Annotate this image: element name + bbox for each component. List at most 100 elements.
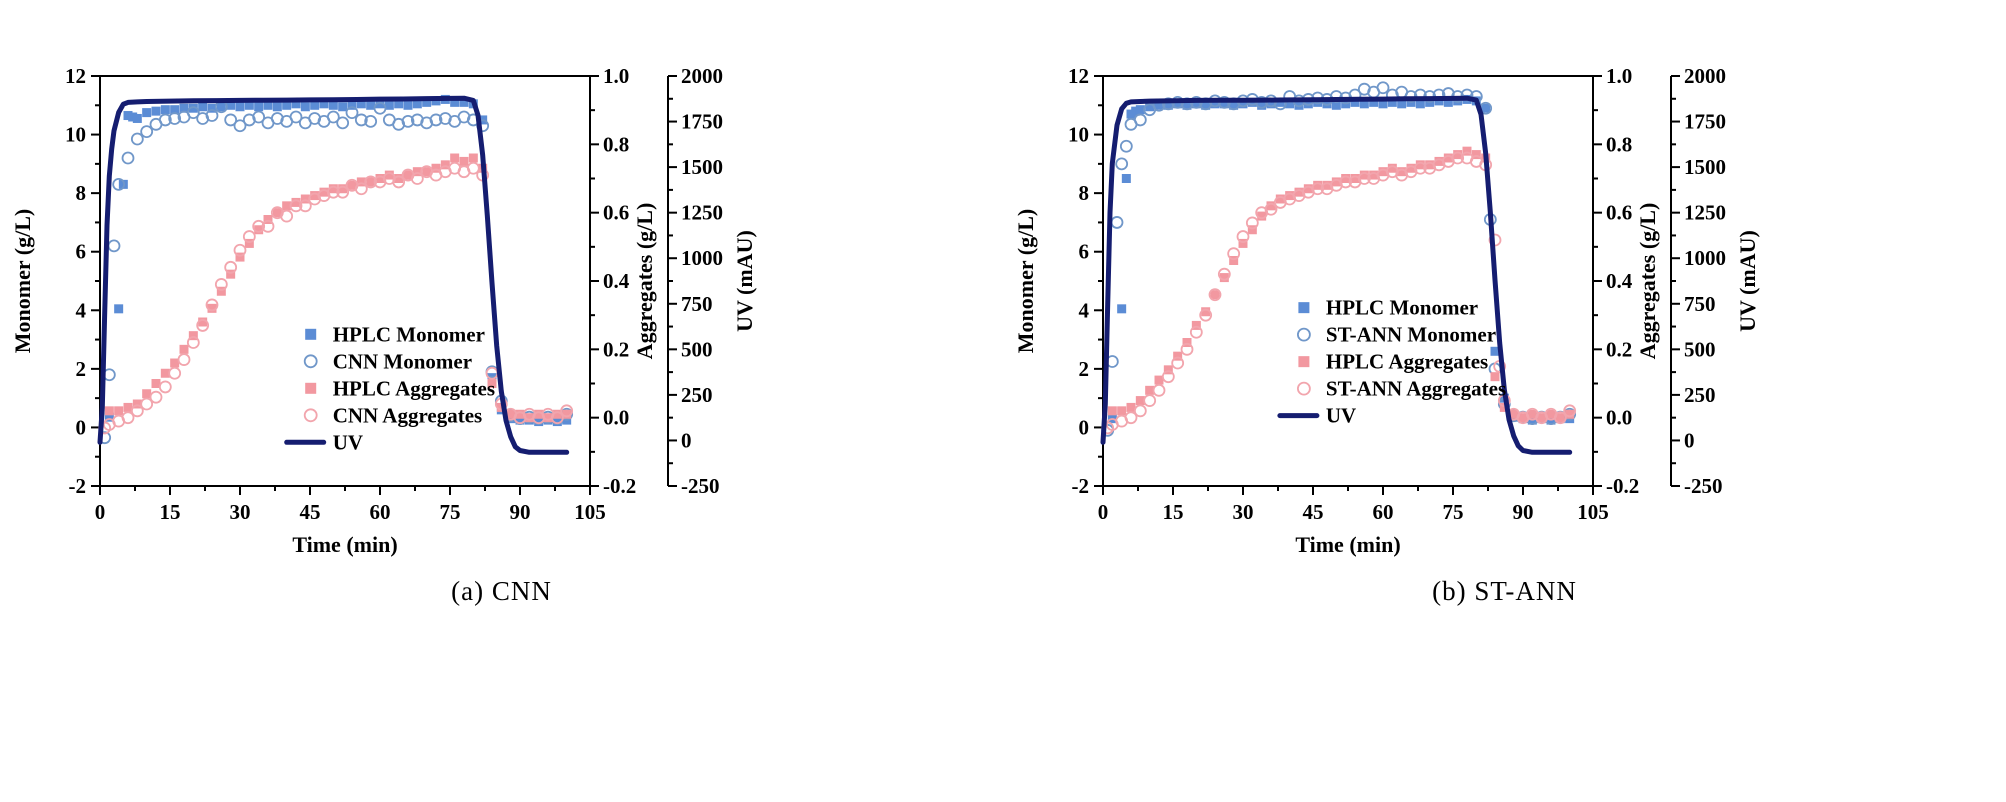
- svg-text:HPLC Monomer: HPLC Monomer: [333, 322, 485, 346]
- svg-text:12: 12: [65, 64, 86, 88]
- chart-svg: 0 15 30 45 60 75 90 105 -2 0 2 4 6 8 10 12 -0.2 0.0 0.2 0.4…: [1013, 64, 1760, 557]
- svg-text:2: 2: [76, 357, 87, 381]
- figure: 0 15 30 45 60 75 90 105 -2 0 2 4 6 8 10 12 -0.2 0.0 0.2 0.4…: [0, 4, 2006, 607]
- svg-text:1500: 1500: [1684, 155, 1726, 179]
- svg-text:CNN Aggregates: CNN Aggregates: [333, 403, 483, 427]
- axes-frame: [1102, 75, 1672, 487]
- chart-b-plot: 0 15 30 45 60 75 90 105 -2 0 2 4 6 8 10 12 -0.2 0.0 0.2 0.4…: [1003, 4, 2006, 562]
- svg-text:0: 0: [1098, 500, 1109, 524]
- axis-ticks: [1094, 75, 1680, 495]
- svg-text:75: 75: [440, 500, 461, 524]
- svg-text:Time (min): Time (min): [1295, 532, 1400, 557]
- legend-item: UV: [1277, 404, 1356, 428]
- svg-text:0.0: 0.0: [603, 406, 629, 430]
- chart-b-caption: (b) ST-ANN: [1432, 576, 1577, 606]
- svg-text:500: 500: [1684, 337, 1716, 361]
- svg-text:2000: 2000: [1684, 64, 1726, 88]
- svg-text:6: 6: [76, 240, 87, 264]
- svg-text:1.0: 1.0: [603, 64, 629, 88]
- svg-text:45: 45: [300, 500, 321, 524]
- svg-text:15: 15: [1163, 500, 1184, 524]
- svg-text:ST-ANN Monomer: ST-ANN Monomer: [1326, 323, 1496, 347]
- svg-text:Monomer (g/L): Monomer (g/L): [1013, 209, 1038, 353]
- svg-text:8: 8: [1079, 181, 1090, 205]
- axis-ticks: [91, 75, 677, 495]
- svg-text:2: 2: [1079, 357, 1090, 381]
- svg-text:-250: -250: [681, 474, 720, 498]
- svg-text:750: 750: [1684, 292, 1716, 316]
- svg-text:1000: 1000: [681, 246, 723, 270]
- svg-text:15: 15: [160, 500, 181, 524]
- svg-text:1000: 1000: [1684, 246, 1726, 270]
- legend: HPLC Monomer CNN Monomer HPLC Aggregates CN…: [284, 322, 495, 454]
- svg-text:60: 60: [370, 500, 391, 524]
- svg-text:12: 12: [1068, 64, 1089, 88]
- series-cnn-monomer: [98, 100, 574, 445]
- svg-text:0.8: 0.8: [603, 132, 629, 156]
- legend-item: HPLC Aggregates: [305, 376, 495, 400]
- legend-item: CNN Monomer: [303, 349, 472, 373]
- svg-text:1750: 1750: [1684, 110, 1726, 134]
- svg-text:0: 0: [1684, 428, 1695, 452]
- legend-item: UV: [284, 430, 363, 454]
- svg-text:0: 0: [76, 415, 87, 439]
- svg-text:Time (min): Time (min): [292, 532, 397, 557]
- chart-panel-b: 0 15 30 45 60 75 90 105 -2 0 2 4 6 8 10 12 -0.2 0.0 0.2 0.4…: [1003, 4, 2006, 607]
- svg-text:250: 250: [1684, 383, 1716, 407]
- svg-text:2000: 2000: [681, 64, 723, 88]
- svg-text:Aggregates (g/L): Aggregates (g/L): [632, 203, 657, 360]
- svg-text:0.2: 0.2: [1606, 337, 1632, 361]
- svg-text:-0.2: -0.2: [1606, 474, 1639, 498]
- svg-text:0.6: 0.6: [603, 201, 629, 225]
- svg-text:UV: UV: [333, 430, 363, 454]
- svg-text:60: 60: [1373, 500, 1394, 524]
- svg-text:105: 105: [574, 500, 606, 524]
- svg-text:-2: -2: [69, 474, 87, 498]
- legend-item: HPLC Aggregates: [1298, 350, 1488, 374]
- svg-text:UV (mAU): UV (mAU): [732, 230, 757, 332]
- svg-text:0: 0: [681, 428, 692, 452]
- svg-text:30: 30: [1233, 500, 1254, 524]
- svg-text:0.4: 0.4: [603, 269, 630, 293]
- svg-text:UV (mAU): UV (mAU): [1735, 230, 1760, 332]
- svg-text:Aggregates (g/L): Aggregates (g/L): [1635, 203, 1660, 360]
- series-uv: [97, 95, 570, 455]
- axis-titles: Monomer (g/L) Aggregates (g/L) UV (mAU) Tim…: [1013, 203, 1760, 557]
- svg-text:ST-ANN Aggregates: ST-ANN Aggregates: [1326, 377, 1506, 401]
- svg-text:-0.2: -0.2: [603, 474, 636, 498]
- svg-text:HPLC Aggregates: HPLC Aggregates: [1326, 350, 1488, 374]
- svg-text:CNN Monomer: CNN Monomer: [333, 349, 472, 373]
- svg-text:Monomer (g/L): Monomer (g/L): [10, 209, 35, 353]
- svg-text:1.0: 1.0: [1606, 64, 1632, 88]
- svg-text:1250: 1250: [1684, 201, 1726, 225]
- svg-text:90: 90: [510, 500, 531, 524]
- legend: HPLC Monomer ST-ANN Monomer HPLC Aggregate…: [1277, 296, 1506, 428]
- svg-text:0: 0: [1079, 415, 1090, 439]
- svg-text:750: 750: [681, 292, 713, 316]
- svg-text:HPLC Aggregates: HPLC Aggregates: [333, 376, 495, 400]
- svg-text:1250: 1250: [681, 201, 723, 225]
- chart-a-plot: 0 15 30 45 60 75 90 105 -2 0 2 4 6 8 10 12 -0.2 0.0 0.2 0.4…: [0, 4, 1003, 562]
- svg-text:8: 8: [76, 181, 87, 205]
- svg-text:0.6: 0.6: [1606, 201, 1632, 225]
- legend-item: CNN Aggregates: [303, 403, 483, 427]
- svg-text:0: 0: [95, 500, 106, 524]
- series-cnn-aggregates: [98, 161, 574, 435]
- svg-text:4: 4: [76, 298, 87, 322]
- legend-item: HPLC Monomer: [1298, 296, 1478, 320]
- svg-text:250: 250: [681, 383, 713, 407]
- chart-panel-a: 0 15 30 45 60 75 90 105 -2 0 2 4 6 8 10 12 -0.2 0.0 0.2 0.4…: [0, 4, 1003, 607]
- series-hplc-aggregates: [1107, 146, 1575, 423]
- svg-text:0.8: 0.8: [1606, 132, 1632, 156]
- series-hplc-aggregates: [104, 153, 572, 423]
- axis-titles: Monomer (g/L) Aggregates (g/L) UV (mAU) Tim…: [10, 203, 757, 557]
- svg-text:-2: -2: [1072, 474, 1090, 498]
- svg-text:1750: 1750: [681, 110, 723, 134]
- chart-svg: 0 15 30 45 60 75 90 105 -2 0 2 4 6 8 10 12 -0.2 0.0 0.2 0.4…: [10, 64, 757, 557]
- svg-text:45: 45: [1303, 500, 1324, 524]
- svg-text:30: 30: [230, 500, 251, 524]
- svg-text:4: 4: [1079, 298, 1090, 322]
- axis-tick-labels: 0 15 30 45 60 75 90 105 -2 0 2 4 6 8 10 12 -0.2 0.0 0.2 0.4…: [1068, 64, 1726, 524]
- svg-text:10: 10: [1068, 123, 1089, 147]
- legend-item: ST-ANN Aggregates: [1296, 377, 1506, 401]
